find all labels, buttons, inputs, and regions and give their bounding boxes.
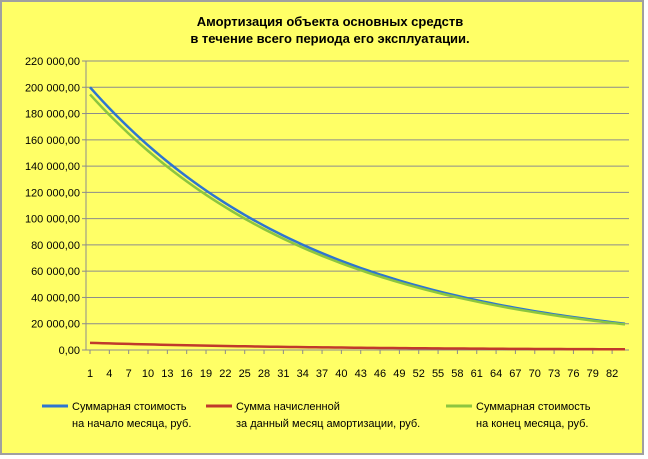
legend: Суммарная стоимость на начало месяца, руб… [42,401,591,430]
x-tick-label: 16 [181,368,193,380]
x-tick-label: 55 [432,368,444,380]
y-tick-label: 40 000,00 [31,292,80,304]
series-lines [89,86,626,351]
x-tick-label: 52 [413,368,425,380]
x-tick-label: 34 [297,368,309,380]
x-tick-label: 28 [258,368,270,380]
y-tick-label: 160 000,00 [25,135,80,147]
grid-lines [86,60,629,351]
x-tick-label: 58 [451,368,463,380]
legend-item-1: Суммарная стоимость на начало месяца, руб… [42,401,191,430]
legend-item-2: Сумма начисленной за данный месяц амортиз… [206,401,420,430]
x-tick-label: 79 [587,368,599,380]
x-tick-label: 67 [509,368,521,380]
legend-label: Суммарная стоимость [476,401,591,413]
x-tick-label: 46 [374,368,386,380]
series-line-3 [89,93,626,326]
x-tick-label: 64 [490,368,502,380]
legend-label: на начало месяца, руб. [72,418,191,430]
legend-label: на конец месяца, руб. [476,418,589,430]
x-tick-label: 61 [471,368,483,380]
x-tick-label: 82 [606,368,618,380]
series-line-2 [89,341,626,351]
x-tick-label: 43 [355,368,367,380]
x-tick-label: 70 [529,368,541,380]
legend-label: Сумма начисленной [236,401,340,413]
y-tick-label: 200 000,00 [25,82,80,94]
y-tick-label: 60 000,00 [31,266,80,278]
legend-label: Суммарная стоимость [72,401,187,413]
y-tick-label: 220 000,00 [25,56,80,68]
x-tick-label: 73 [548,368,560,380]
x-tick-label: 49 [393,368,405,380]
x-tick-label: 4 [106,368,112,380]
y-tick-label: 140 000,00 [25,161,80,173]
x-tick-label: 7 [126,368,132,380]
y-axis: 0,00 20 000,00 40 000,00 60 000,00 80 000,00… [25,56,87,357]
x-tick-label: 22 [219,368,231,380]
x-tick-label: 76 [567,368,579,380]
x-tick-label: 31 [277,368,289,380]
x-tick-label: 37 [316,368,328,380]
x-tick-label: 10 [142,368,154,380]
x-axis: 1 4 7 10 13 16 19 22 25 28 31 34 37 40 43 46 49 52 55 58 61 6… [86,349,629,380]
legend-item-3: Суммарная стоимость на конец месяца, руб. [446,401,591,430]
x-tick-label: 40 [335,368,347,380]
x-tick-label: 19 [200,368,212,380]
y-tick-label: 80 000,00 [31,240,80,252]
y-tick-label: 0,00 [59,345,80,357]
y-tick-label: 20 000,00 [31,319,80,331]
y-tick-label: 180 000,00 [25,109,80,121]
series-line-1 [89,86,626,325]
x-tick-label: 25 [239,368,251,380]
x-tick-label: 13 [161,368,173,380]
y-tick-label: 100 000,00 [25,214,80,226]
y-tick-label: 120 000,00 [25,187,80,199]
legend-label: за данный месяц амортизации, руб. [236,418,420,430]
chart-title: Амортизация объекта основных средств [197,14,463,29]
chart-subtitle: в течение всего периода его эксплуатации… [190,31,469,46]
x-tick-label: 1 [87,368,93,380]
